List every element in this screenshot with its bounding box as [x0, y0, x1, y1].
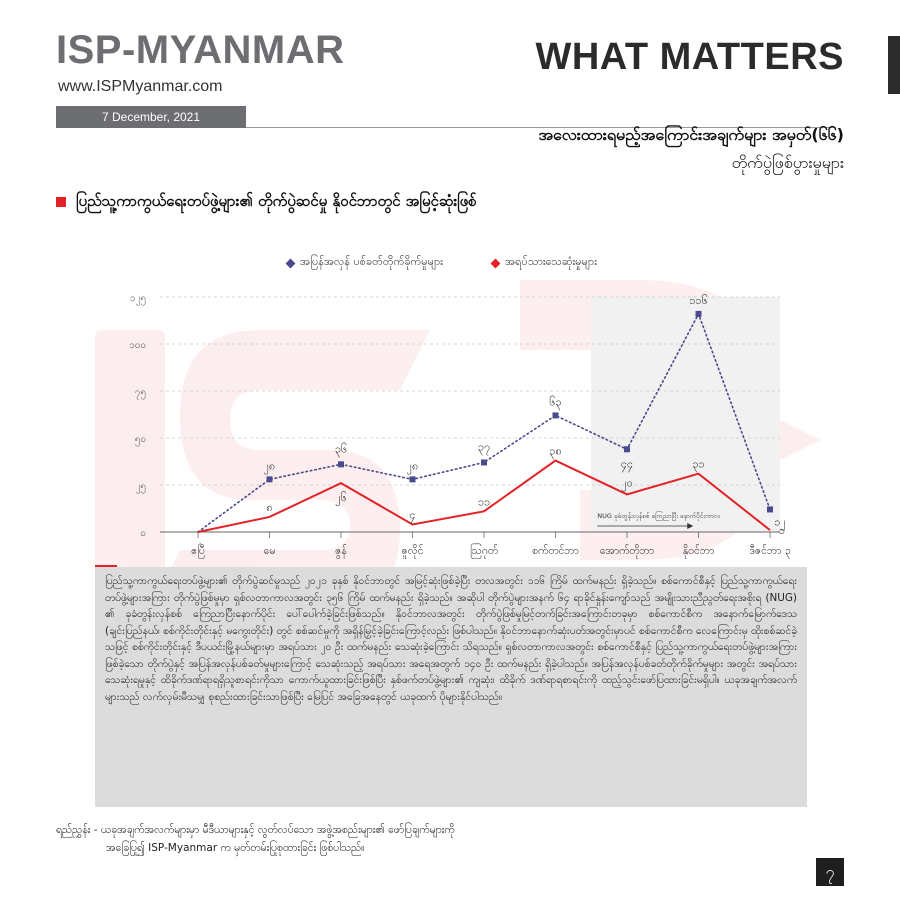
engagements-data-label: ၁၂: [774, 515, 786, 530]
x-tick-label: ဩဂုတ်: [470, 543, 498, 559]
engagements-data-label: ၄၄: [621, 457, 633, 472]
engagements-point: [552, 412, 559, 419]
engagements-point: [695, 310, 702, 317]
x-tick-label: ဒီဇင်ဘာ ၃: [749, 544, 790, 559]
headline-line-1: အလေးထားရမည့်အကြောင်းအချက်များ အမှတ်(၆၆): [538, 125, 844, 144]
legend-item-engagements: အပြန်အလှန် ပစ်ခတ်တိုက်ခိုက်မှုများ: [285, 255, 443, 271]
civilian-deaths-data-label: ၃၈: [549, 445, 561, 460]
engagements-line: [197, 311, 771, 533]
civilian-deaths-data-label: ၄: [409, 508, 415, 523]
engagements-data-label: ၂၈: [407, 459, 419, 474]
x-tick-label: ဇူလိုင်: [402, 544, 424, 559]
x-tick-label: နိုဝင်ဘာ: [683, 544, 715, 559]
header-divider: [246, 127, 836, 128]
section-bullet: [56, 197, 66, 207]
y-tick-label: ၇၅: [135, 387, 146, 400]
civilian-deaths-line: [197, 459, 771, 533]
engagements-point: [624, 446, 630, 453]
website-link[interactable]: www.ISPMyanmar.com: [58, 78, 223, 95]
headline-line-2: တိုက်ပွဲဖြစ်ပွားမှုများ: [731, 153, 844, 172]
engagements-point: [481, 459, 487, 466]
legend-item-civilian-deaths: အရပ်သားသေဆုံးမှုများ: [490, 255, 597, 271]
engagements-point: [767, 506, 773, 513]
engagements-data-label: ၂၈: [264, 459, 276, 474]
engagements-point: [266, 476, 273, 483]
engagements-data-label: ၁၁၆: [689, 294, 708, 307]
engagements-point: [409, 476, 416, 483]
civilian-deaths-data-label: ၃၁: [692, 458, 704, 473]
x-tick-label: အောက်တိုဘာ: [600, 544, 654, 559]
civilian-deaths-data-label: ၂၆: [335, 491, 347, 506]
engagements-data-label: ၃၇: [478, 440, 490, 455]
page-number: ၇: [816, 858, 844, 886]
legend-label: အပြန်အလှန် ပစ်ခတ်တိုက်ခိုက်မှုများ: [300, 255, 443, 268]
brand-name: ISP-MYANMAR: [56, 28, 345, 72]
y-tick-label: ၀: [140, 528, 146, 539]
x-tick-label: ဧပြီ: [191, 543, 205, 559]
engagements-point: [338, 461, 344, 468]
series-tag: WHAT MATTERS: [535, 36, 844, 78]
civilian-deaths-data-label: ၁၁: [478, 495, 490, 508]
x-tick-label: စက်တင်ဘာ: [532, 544, 579, 557]
y-tick-label: ၁၀၀: [129, 340, 146, 351]
civilian-deaths-data-label: ၈: [266, 501, 272, 514]
x-tick-label: ဇွန်: [335, 544, 347, 559]
x-tick-label: မေ: [264, 545, 276, 557]
section-title: ပြည်သူ့ကာကွယ်ရေးတပ်ဖွဲ့များ၏ တိုက်ပွဲဆင်…: [76, 192, 477, 210]
footnote-line-2: အခြေပြု၍ ISP-Myanmar က မှတ်တမ်းပြုစုထားခ…: [106, 842, 365, 854]
annotation-label: NUG ခုခံတွန်းလှန်စစ် ကြေညာပြီး နောက်ပိုင…: [597, 511, 720, 521]
text-box-accent: [95, 565, 117, 568]
civilian-deaths-data-label: ၁: [779, 524, 785, 537]
engagements-data-label: ၆၃: [549, 395, 561, 410]
engagements-data-label: ၃၆: [335, 442, 347, 457]
body-text: ပြည်သူ့ကာကွယ်ရေးတပ်ဖွဲ့များ၏ တိုက်ပွဲဆင်…: [95, 567, 807, 807]
highlight-band: [591, 297, 780, 532]
annotation-arrowhead: [687, 523, 694, 529]
tag-edge-bar: [888, 36, 900, 94]
y-tick-label: ၂၅: [135, 481, 146, 494]
y-tick-label: ၁၂၅: [130, 293, 146, 306]
footnote-line-1: ရည်ညွှန်း - ယခုအချက်အလက်များမှာ မီဒီယာမျ…: [56, 824, 455, 836]
publish-date: 7 December, 2021: [56, 106, 246, 128]
civilian-deaths-data-label: ၂၀: [621, 476, 633, 491]
y-tick-label: ၅၀: [135, 434, 146, 447]
legend-label: အရပ်သားသေဆုံးမှုများ: [505, 255, 597, 268]
